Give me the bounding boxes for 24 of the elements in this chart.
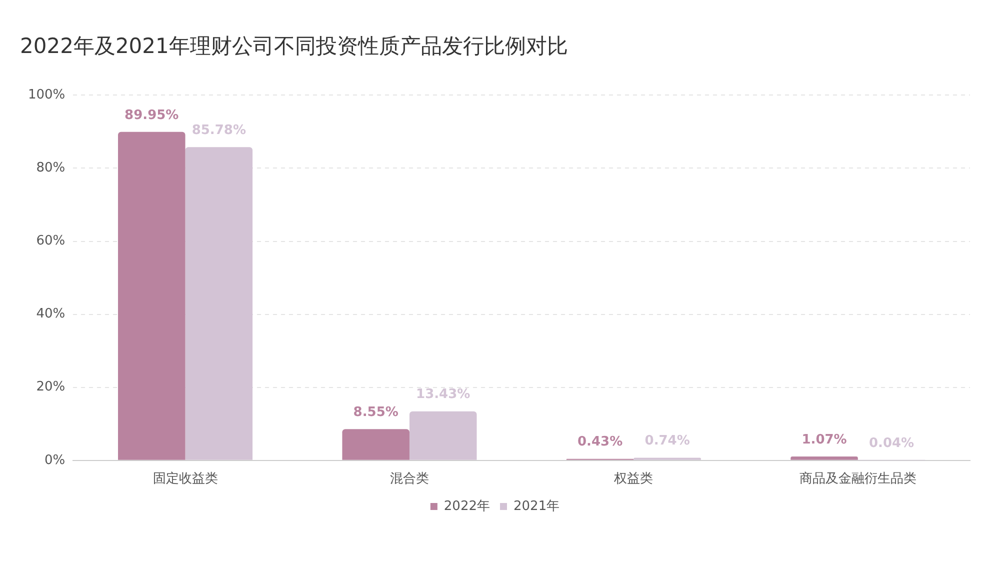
y-tick-label: 100%: [28, 88, 66, 103]
data-label: 89.95%: [124, 108, 179, 123]
y-tick-label: 0%: [44, 452, 66, 468]
data-label: 1.07%: [802, 432, 847, 448]
legend-label: 2022年: [444, 498, 490, 514]
bar: [118, 132, 186, 460]
x-tick-label: 混合类: [390, 472, 429, 487]
data-label: 85.78%: [192, 123, 246, 138]
bar: [790, 456, 858, 460]
x-tick-label: 权益类: [613, 472, 654, 487]
legend-label: 2021年: [514, 498, 560, 514]
bar: [342, 429, 410, 460]
data-label: 8.55%: [353, 405, 398, 420]
data-label: 0.43%: [578, 434, 623, 450]
y-tick-label: 60%: [36, 234, 66, 249]
y-tick-label: 20%: [36, 380, 66, 395]
y-tick-label: 80%: [36, 160, 66, 176]
x-tick-label: 固定收益类: [152, 472, 218, 487]
chart-title: 2022年及2021年理财公司不同投资性质产品发行比例对比: [20, 34, 568, 58]
data-label: 0.74%: [644, 434, 690, 449]
data-label: 13.43%: [416, 387, 470, 402]
y-tick-label: 40%: [36, 306, 66, 322]
data-label: 0.04%: [868, 436, 914, 452]
x-tick-label: 商品及金融衍生品类: [799, 472, 916, 487]
